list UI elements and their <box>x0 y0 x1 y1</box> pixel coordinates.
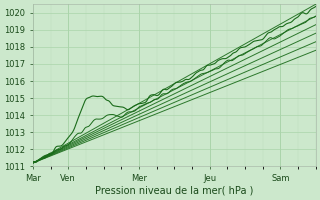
X-axis label: Pression niveau de la mer( hPa ): Pression niveau de la mer( hPa ) <box>95 186 253 196</box>
